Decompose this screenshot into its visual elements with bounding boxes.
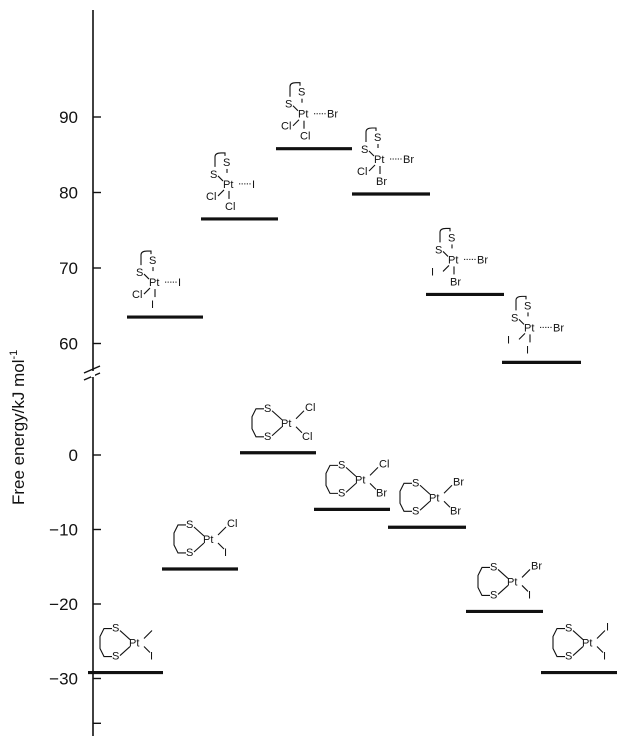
- ligand-label: Cl: [357, 166, 367, 178]
- ligand-label: I: [224, 547, 227, 559]
- ligand-label: I: [603, 651, 606, 663]
- platinum-label: Pt: [524, 322, 534, 334]
- ligand-label: Br: [450, 276, 461, 288]
- y-ticks: 90 80 70 60 0 −10 −20 −30: [49, 108, 101, 724]
- complex-structure: S S Pt Cl Br: [325, 458, 389, 499]
- sulfur-label: S: [490, 561, 497, 573]
- sulfur-label: S: [136, 267, 143, 279]
- platinum-label: Pt: [355, 474, 365, 486]
- sulfur-label: S: [298, 87, 305, 99]
- platinum-label: Pt: [203, 534, 213, 546]
- ligand-label: Cl: [225, 201, 235, 213]
- y-tick-label: −20: [49, 595, 78, 614]
- sulfur-label: S: [112, 623, 119, 635]
- complex-structure: SS Pt Br I I: [507, 295, 564, 356]
- sulfur-label: S: [511, 312, 518, 324]
- ligand-label: I: [431, 266, 434, 278]
- ligand-label: Br: [327, 109, 338, 121]
- sulfur-label: S: [338, 487, 345, 499]
- sulfur-label: S: [149, 255, 156, 267]
- sulfur-label: S: [264, 431, 271, 443]
- ligand-label: Cl: [302, 431, 312, 443]
- complex-structure: SS Pt I Cl I: [132, 250, 181, 311]
- y-tick-label: 0: [69, 446, 78, 465]
- y-tick-label: 70: [59, 259, 78, 278]
- complex-structure: S S Pt Br Br: [399, 476, 464, 517]
- ligand-label: Br: [477, 254, 488, 266]
- ligand-label: I: [150, 651, 153, 663]
- y-tick-label: 80: [59, 184, 78, 203]
- sulfur-label: S: [435, 244, 442, 256]
- sulfur-label: S: [338, 459, 345, 471]
- ligand-label: I: [606, 622, 609, 634]
- platinum-label: Pt: [149, 277, 159, 289]
- complex-structure: S S Pt I I: [552, 622, 609, 663]
- y-tick-label: 90: [59, 108, 78, 127]
- sulfur-label: S: [565, 651, 572, 663]
- ligand-label: Cl: [227, 518, 237, 530]
- platinum-label: Pt: [281, 418, 291, 430]
- ligand-label: Br: [403, 154, 414, 166]
- platinum-label: Pt: [507, 576, 517, 588]
- ligand-label: I: [151, 299, 154, 311]
- platinum-label: Pt: [374, 154, 384, 166]
- sulfur-label: S: [186, 519, 193, 531]
- sulfur-label: S: [210, 169, 217, 181]
- complex-structure: S S Pt Cl I: [173, 518, 237, 559]
- ligand-label: Br: [376, 487, 387, 499]
- ligand-label: Br: [553, 322, 564, 334]
- sulfur-label: S: [412, 505, 419, 517]
- ligand-label: I: [507, 334, 510, 346]
- ligand-label: Cl: [379, 458, 389, 470]
- sulfur-label: S: [412, 477, 419, 489]
- complex-structure: SS Pt Br I Br: [431, 227, 488, 288]
- ligand-label: Br: [531, 560, 542, 572]
- y-tick-label: −10: [49, 521, 78, 540]
- sulfur-label: S: [374, 132, 381, 144]
- complex-structure: S S Pt Br I: [477, 560, 542, 601]
- platinum-label: Pt: [223, 179, 233, 191]
- axis-break: [83, 365, 101, 381]
- ligand-label: Br: [450, 505, 461, 517]
- ligand-label: Cl: [281, 121, 291, 133]
- sulfur-label: S: [524, 300, 531, 312]
- platinum-label: Pt: [582, 638, 592, 650]
- sulfur-label: S: [448, 232, 455, 244]
- ligand-label: Cl: [132, 289, 142, 301]
- sulfur-label: S: [264, 403, 271, 415]
- ligand-label: Cl: [300, 131, 310, 143]
- complex-structure: SS Pt I Cl Cl: [206, 152, 255, 213]
- y-tick-label: 60: [59, 335, 78, 354]
- ligand-label: I: [526, 344, 529, 356]
- sulfur-label: S: [223, 157, 230, 169]
- ligand-label: Cl: [206, 191, 216, 203]
- complex-structure: SS Pt Br Cl Cl: [281, 82, 338, 143]
- ligand-label: I: [178, 277, 181, 289]
- sulfur-label: S: [186, 547, 193, 559]
- complex-structure: SS Pt Br Cl Br: [357, 127, 414, 188]
- sulfur-label: S: [112, 651, 119, 663]
- complex-structure: S S Pt Cl Cl: [251, 402, 315, 443]
- ligand-label: Br: [453, 476, 464, 488]
- sulfur-label: S: [490, 589, 497, 601]
- ligand-label: I: [528, 589, 531, 601]
- platinum-label: Pt: [298, 109, 308, 121]
- platinum-label: Pt: [429, 492, 439, 504]
- sulfur-label: S: [361, 144, 368, 156]
- complex-structure: S S Pt I: [99, 623, 153, 663]
- ligand-label: I: [252, 179, 255, 191]
- y-tick-label: −30: [49, 670, 78, 689]
- platinum-label: Pt: [129, 638, 139, 650]
- y-axis-title: Free energy/kJ mol-1: [8, 350, 28, 505]
- platinum-label: Pt: [448, 254, 458, 266]
- sulfur-label: S: [565, 623, 572, 635]
- ligand-label: Br: [376, 176, 387, 188]
- sulfur-label: S: [285, 99, 292, 111]
- ligand-label: Cl: [305, 402, 315, 414]
